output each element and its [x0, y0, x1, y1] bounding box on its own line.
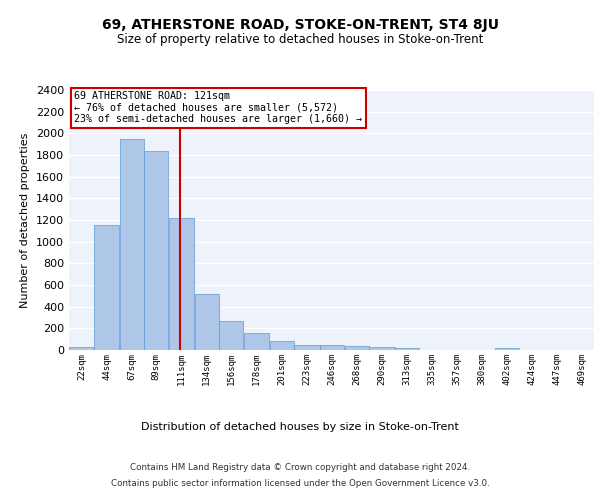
- Bar: [395, 348, 419, 350]
- Bar: [69, 347, 94, 350]
- Text: 69, ATHERSTONE ROAD, STOKE-ON-TRENT, ST4 8JU: 69, ATHERSTONE ROAD, STOKE-ON-TRENT, ST4…: [101, 18, 499, 32]
- Bar: [269, 342, 294, 350]
- Bar: [219, 321, 244, 350]
- Text: 69 ATHERSTONE ROAD: 121sqm
← 76% of detached houses are smaller (5,572)
23% of s: 69 ATHERSTONE ROAD: 121sqm ← 76% of deta…: [74, 92, 362, 124]
- Bar: [344, 346, 369, 350]
- Bar: [94, 226, 119, 350]
- Bar: [294, 344, 320, 350]
- Bar: [169, 218, 194, 350]
- Text: Contains HM Land Registry data © Crown copyright and database right 2024.: Contains HM Land Registry data © Crown c…: [130, 464, 470, 472]
- Text: Distribution of detached houses by size in Stoke-on-Trent: Distribution of detached houses by size …: [141, 422, 459, 432]
- Bar: [369, 348, 395, 350]
- Bar: [119, 138, 144, 350]
- Bar: [144, 150, 169, 350]
- Bar: [194, 294, 219, 350]
- Text: Size of property relative to detached houses in Stoke-on-Trent: Size of property relative to detached ho…: [117, 32, 483, 46]
- Bar: [244, 333, 269, 350]
- Text: Contains public sector information licensed under the Open Government Licence v3: Contains public sector information licen…: [110, 478, 490, 488]
- Bar: [494, 348, 519, 350]
- Y-axis label: Number of detached properties: Number of detached properties: [20, 132, 31, 308]
- Bar: [320, 345, 344, 350]
